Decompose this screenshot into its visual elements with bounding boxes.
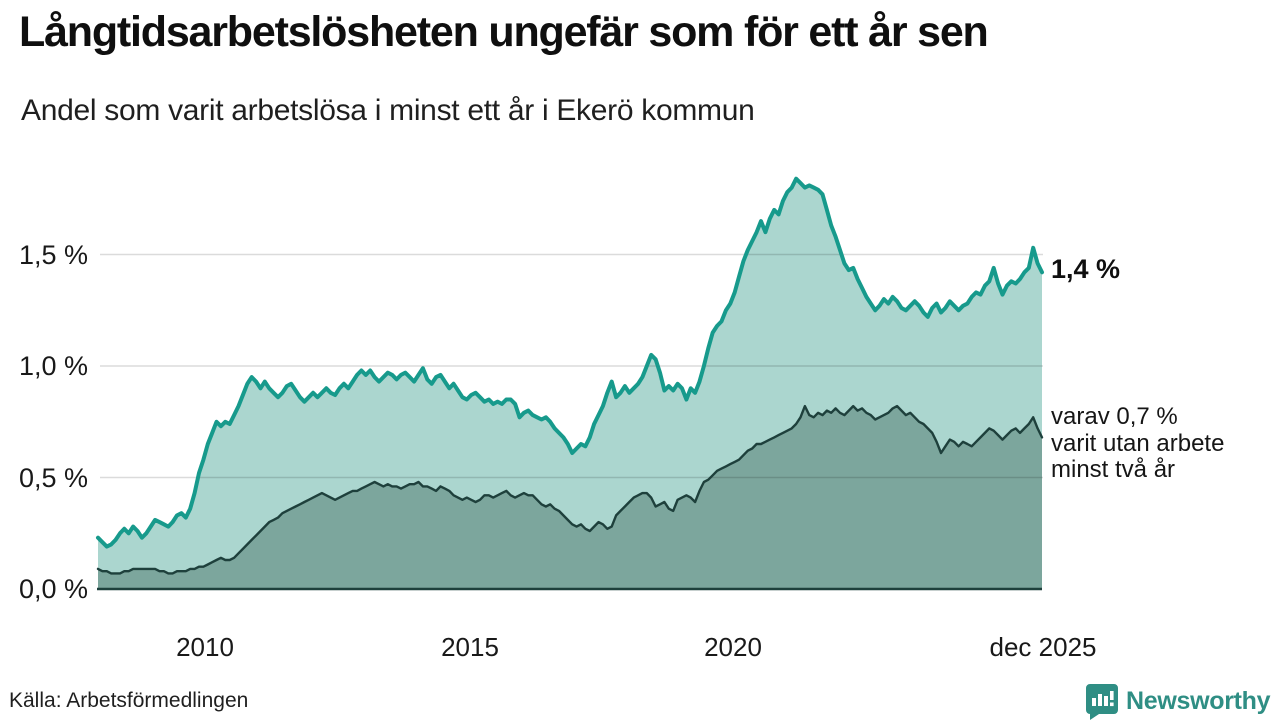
annotation-line: varav 0,7 %	[1051, 403, 1178, 430]
newsworthy-logo-text: Newsworthy	[1126, 687, 1271, 715]
annotation-line: minst två år	[1051, 456, 1176, 483]
x-axis-tick-label: dec 2025	[989, 632, 1097, 662]
x-axis-tick-label: 2015	[441, 632, 499, 662]
x-axis-tick-label: 2010	[176, 632, 234, 662]
y-axis-tick-label: 1,5 %	[18, 240, 88, 270]
x-axis-tick-label: 2020	[704, 632, 762, 662]
newsworthy-logo-icon	[1085, 683, 1119, 720]
newsworthy-logo[interactable]: Newsworthy	[1085, 683, 1271, 720]
y-axis-tick-label: 0,5 %	[18, 463, 88, 493]
annotation-line: varit utan arbete	[1051, 429, 1225, 457]
latest-value-annotation: 1,4 %	[1051, 254, 1121, 284]
y-axis-tick-label: 1,0 %	[18, 351, 88, 381]
source-note: Källa: Arbetsförmedlingen	[9, 689, 249, 712]
two-year-breakdown-annotation: varav 0,7 % varit utan arbete minst två …	[1051, 403, 1225, 484]
page-title: Långtidsarbetslösheten ungefär som för e…	[19, 8, 989, 56]
page-subtitle: Andel som varit arbetslösa i minst ett å…	[21, 94, 755, 127]
y-axis-tick-label: 0,0 %	[18, 574, 88, 604]
